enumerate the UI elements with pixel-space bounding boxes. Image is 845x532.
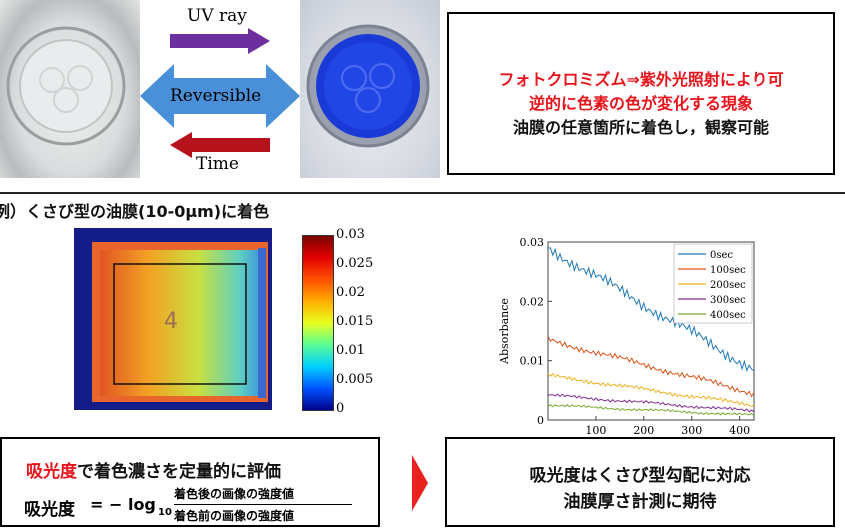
formula-eq: = − log bbox=[90, 495, 156, 514]
colorbar-tick: 0.03 bbox=[336, 227, 365, 242]
legend-label: 300sec bbox=[710, 295, 746, 306]
formula-denominator: 着色前の画像の強度値 bbox=[174, 509, 295, 523]
y-tick-label: 0 bbox=[537, 414, 544, 427]
conclusion-line1: 吸光度はくさび型勾配に対応 bbox=[529, 466, 751, 486]
conclusion-line2: 油膜厚さ計測に期待 bbox=[563, 492, 717, 512]
x-tick-label: 100 bbox=[585, 424, 606, 437]
fraction-bar bbox=[174, 504, 352, 505]
x-tick-label: 400 bbox=[729, 424, 750, 437]
colorbar-tick: 0.01 bbox=[336, 343, 365, 358]
photochromism-line3: 油膜の任意箇所に着色し，観察可能 bbox=[512, 118, 769, 137]
reversible-arrow bbox=[140, 64, 300, 132]
formula-sub: 10 bbox=[158, 507, 172, 518]
absorbance-evaluation-line: 吸光度で着色濃さを定量的に評価 bbox=[26, 457, 281, 482]
uv-ray-label: UV ray bbox=[187, 6, 247, 26]
blue-dish-photo bbox=[300, 0, 440, 178]
transition-arrow bbox=[412, 455, 428, 515]
series-line bbox=[547, 393, 755, 413]
colorbar-tick: 0.02 bbox=[336, 285, 365, 300]
x-tick-label: 300 bbox=[681, 424, 702, 437]
section-heading: 例）くさび型の油膜(10-0μm)に着色 bbox=[0, 202, 270, 221]
photochromism-line1: フォトクロミズム⇒紫外光照射により可 bbox=[498, 70, 784, 89]
y-tick-label: 0.01 bbox=[520, 355, 545, 368]
evaluation-text: で着色濃さを定量的に評価 bbox=[77, 462, 281, 482]
colorbar-tick: 0.005 bbox=[336, 372, 374, 387]
legend-label: 0sec bbox=[710, 250, 733, 261]
series-line bbox=[547, 336, 755, 398]
x-tick-label: 200 bbox=[633, 424, 654, 437]
photochromism-box: フォトクロミズム⇒紫外光照射により可 逆的に色素の色が変化する現象 油膜の任意箇… bbox=[447, 12, 835, 175]
formula-lhs: 吸光度 bbox=[24, 500, 75, 520]
photochromism-line2: 逆的に色素の色が変化する現象 bbox=[528, 94, 753, 113]
legend-label: 200sec bbox=[710, 280, 746, 291]
colorbar-tick: 0 bbox=[336, 401, 345, 416]
reversible-label: Reversible bbox=[170, 86, 262, 106]
colorbar-tick: 0.025 bbox=[336, 256, 374, 271]
time-label: Time bbox=[196, 154, 239, 174]
svg-text:4: 4 bbox=[164, 309, 178, 334]
legend-label: 400sec bbox=[710, 310, 746, 321]
colorbar-ticks: 0.03 0.025 0.02 0.015 0.01 0.005 0 bbox=[336, 227, 396, 419]
series-line bbox=[547, 404, 755, 417]
legend-label: 100sec bbox=[710, 265, 746, 276]
absorbance-red-word: 吸光度 bbox=[26, 462, 77, 482]
absorbance-definition-box: 吸光度で着色濃さを定量的に評価 吸光度 = − log 10 着色後の画像の強度… bbox=[0, 437, 380, 527]
section-divider bbox=[0, 192, 845, 194]
oil-film-absorbance-image: 4 bbox=[74, 228, 272, 410]
uv-ray-arrow bbox=[170, 28, 270, 58]
y-tick-label: 0.02 bbox=[520, 295, 545, 308]
clear-dish-photo bbox=[0, 0, 140, 178]
series-line bbox=[547, 247, 755, 372]
time-arrow bbox=[170, 132, 270, 162]
conclusion-box: 吸光度はくさび型勾配に対応 油膜厚さ計測に期待 bbox=[445, 437, 835, 527]
y-tick-label: 0.03 bbox=[520, 236, 545, 249]
y-axis-label: Absorbance bbox=[498, 298, 511, 365]
colorbar-tick: 0.015 bbox=[336, 314, 374, 329]
formula-numerator: 着色後の画像の強度値 bbox=[174, 487, 295, 501]
series-line bbox=[547, 372, 755, 407]
colorbar bbox=[302, 235, 334, 411]
